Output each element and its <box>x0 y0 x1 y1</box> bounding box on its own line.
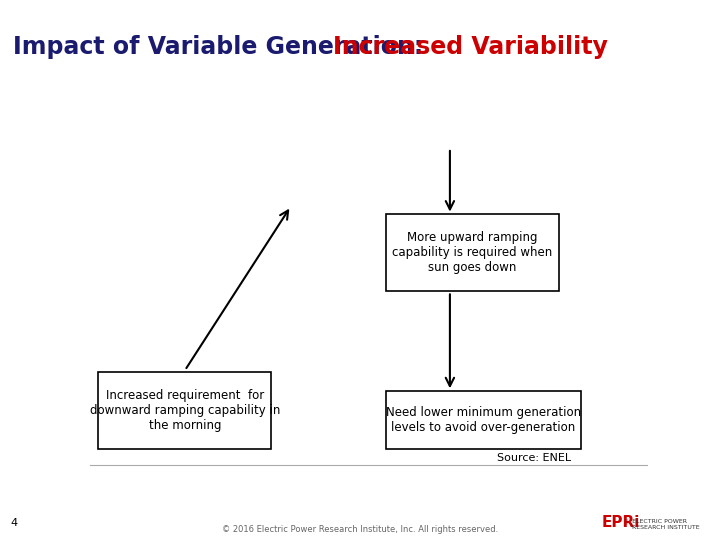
Text: More upward ramping
capability is required when
sun goes down: More upward ramping capability is requir… <box>392 232 552 274</box>
Text: © 2016 Electric Power Research Institute, Inc. All rights reserved.: © 2016 Electric Power Research Institute… <box>222 524 498 534</box>
Text: Source: ENEL: Source: ENEL <box>498 453 572 463</box>
Text: 4: 4 <box>11 518 18 528</box>
FancyBboxPatch shape <box>386 214 559 292</box>
Text: Increased requirement  for
downward ramping capability in
the morning: Increased requirement for downward rampi… <box>90 389 280 433</box>
Text: |  ELECTRIC POWER
   RESEARCH INSTITUTE: | ELECTRIC POWER RESEARCH INSTITUTE <box>626 519 700 530</box>
Text: Impact of Variable Generation:: Impact of Variable Generation: <box>13 35 440 59</box>
Text: Need lower minimum generation
levels to avoid over-generation: Need lower minimum generation levels to … <box>386 406 581 434</box>
FancyBboxPatch shape <box>386 391 581 449</box>
Text: Increased Variability: Increased Variability <box>333 35 608 59</box>
FancyBboxPatch shape <box>99 373 271 449</box>
Text: EPRi: EPRi <box>601 515 639 530</box>
